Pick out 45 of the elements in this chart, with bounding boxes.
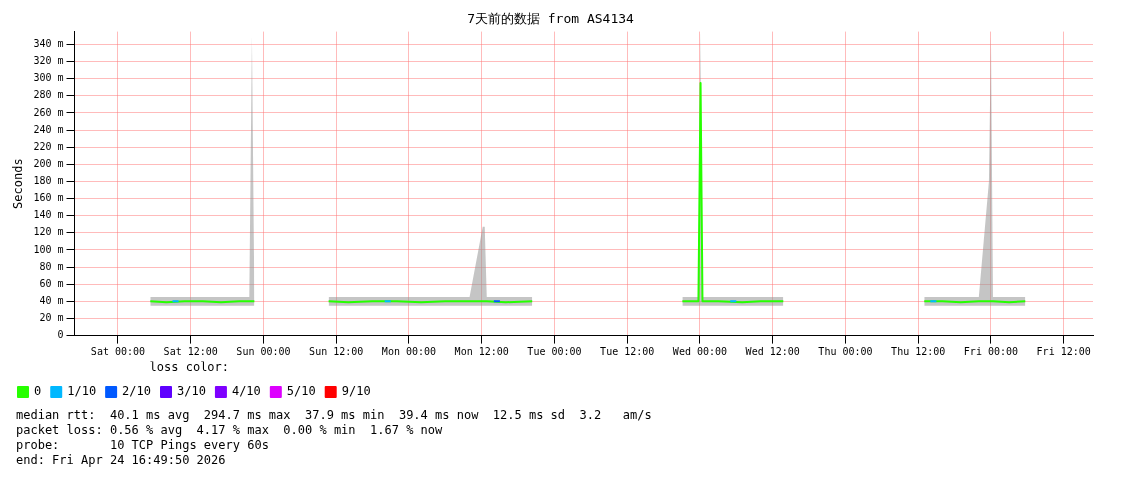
text: end: Fri Apr 24 16:49:50 2026 (16, 453, 227, 468)
y-tick-label: 240 m (33, 123, 64, 135)
y-tick-label: 80 m (39, 260, 64, 272)
y-tick-label: 320 m (33, 55, 64, 67)
x-tick-label: Fri 00:00 (963, 346, 1019, 358)
x-tick-label: Thu 00:00 (818, 346, 873, 358)
x-tick-label: Sat 12:00 (163, 346, 218, 358)
text: probe: 10 TCP Pings every 60s (16, 438, 270, 453)
x-tick-label: Sun 12:00 (309, 346, 364, 358)
x-tick-label: Tue 12:00 (600, 346, 655, 358)
y-tick-label: 100 m (33, 243, 64, 255)
text: packet loss: 0.56 % avg 4.17 % max 0.00 % min 1.67 % now (16, 423, 444, 438)
x-tick-label: Sat 00:00 (90, 346, 146, 358)
y-tick-label: 20 m (39, 312, 64, 324)
y-tick-label: 0 (57, 329, 64, 341)
y-tick-label: 40 m (39, 294, 64, 306)
x-tick-label: Mon 12:00 (454, 346, 509, 358)
x-tick-label: Sun 00:00 (236, 346, 291, 358)
legend-label: 1/10 (67, 384, 97, 399)
legend-label: 2/10 (122, 384, 152, 399)
x-tick-label: Wed 00:00 (672, 346, 728, 358)
text: median rtt: 40.1 ms avg 294.7 ms max 37.9 ms min 39.4 ms now 12.5 ms sd 3.2 am/s (16, 408, 653, 423)
y-tick-label: 220 m (33, 140, 64, 152)
x-tick-label: Fri 12:00 (1036, 346, 1091, 358)
legend-label: 9/10 (341, 384, 371, 399)
y-tick-label: 260 m (33, 106, 64, 118)
y-tick-label: 140 m (33, 209, 64, 221)
y-tick-label: 120 m (33, 226, 64, 238)
y-axis-title: Seconds (11, 158, 26, 209)
y-tick-label: 60 m (39, 277, 64, 289)
x-tick-label: Wed 12:00 (745, 346, 800, 358)
legend-title: loss color: (149, 359, 230, 374)
legend-label: 3/10 (177, 384, 206, 399)
x-tick-label: Tue 00:00 (527, 346, 582, 358)
legend-label: 5/10 (286, 384, 316, 399)
y-tick-label: 180 m (33, 175, 64, 187)
y-tick-label: 200 m (33, 157, 64, 169)
x-tick-label: Mon 00:00 (381, 346, 437, 358)
y-tick-label: 300 m (33, 72, 64, 84)
legend-label: 4/10 (231, 384, 261, 399)
y-tick-label: 280 m (33, 89, 64, 101)
chart-title: 7天前的数据 from AS4134 (467, 11, 635, 27)
y-tick-label: 160 m (33, 192, 64, 204)
x-tick-label: Thu 12:00 (891, 346, 946, 358)
y-tick-label: 340 m (33, 38, 64, 50)
